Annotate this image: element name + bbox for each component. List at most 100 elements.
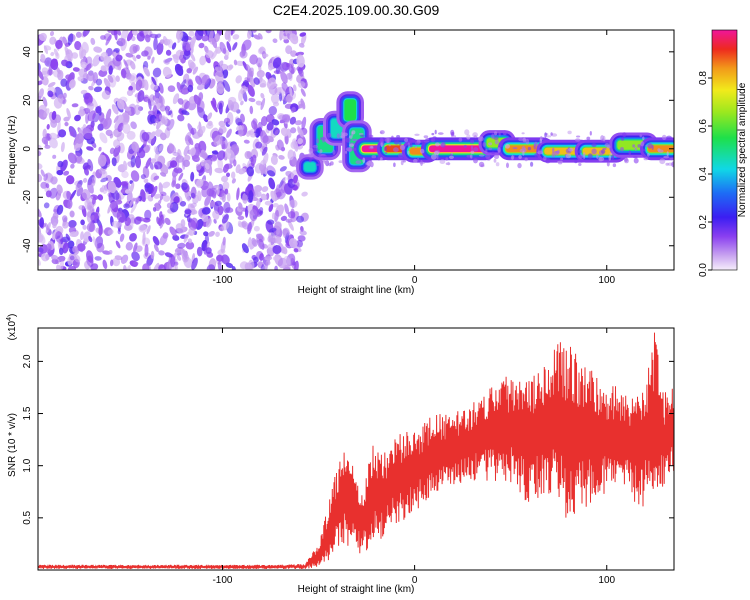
signal-speckle — [497, 147, 501, 153]
noise-blob — [121, 170, 129, 179]
noise-blob — [218, 120, 226, 128]
signal-speckle — [560, 157, 564, 161]
signal-speckle — [470, 150, 475, 154]
noise-blob — [246, 166, 255, 177]
noise-blob — [126, 30, 134, 42]
signal-speckle — [308, 158, 312, 163]
signal-contour — [304, 162, 316, 172]
noise-blob — [152, 236, 160, 246]
x-tick-label: -100 — [212, 575, 232, 586]
noise-blob — [100, 35, 106, 40]
signal-speckle — [478, 154, 485, 157]
noise-blob — [260, 92, 265, 99]
noise-blob — [253, 77, 260, 85]
signal-speckle — [485, 148, 488, 154]
y-tick-label: 20 — [22, 94, 33, 106]
signal-speckle — [620, 137, 625, 141]
signal-speckle — [493, 136, 499, 140]
noise-blob — [183, 256, 193, 269]
noise-blob — [101, 90, 111, 100]
noise-blob — [46, 124, 50, 130]
noise-blob — [192, 66, 199, 75]
signal-speckle — [534, 153, 539, 158]
noise-blob — [151, 56, 155, 64]
noise-blob — [160, 172, 167, 177]
y-tick-label: -40 — [22, 238, 33, 253]
signal-speckle — [633, 157, 639, 164]
signal-contour — [648, 145, 674, 153]
noise-blob — [133, 197, 141, 202]
signal-speckle — [608, 155, 612, 161]
noise-blob — [113, 139, 121, 148]
signal-speckle — [604, 143, 610, 148]
signal-speckle — [634, 147, 637, 151]
noise-blob — [274, 129, 279, 135]
signal-speckle — [576, 135, 581, 138]
signal-speckle — [458, 137, 463, 142]
signal-speckle — [360, 134, 365, 137]
noise-blob — [196, 124, 201, 130]
noise-blob — [164, 217, 171, 226]
noise-blob — [149, 33, 159, 39]
noise-blob — [170, 255, 176, 268]
noise-blob — [270, 155, 278, 165]
noise-blob — [125, 189, 130, 194]
noise-blob — [287, 220, 294, 231]
noise-blob — [256, 239, 262, 249]
signal-speckle — [445, 157, 449, 161]
noise-blob — [158, 250, 165, 256]
noise-blob — [221, 214, 229, 224]
signal-segment-0 — [296, 154, 324, 180]
noise-blob — [299, 32, 307, 37]
signal-speckle — [633, 156, 638, 159]
noise-blob — [97, 154, 107, 167]
noise-blob — [113, 145, 121, 157]
snr-panel: -100 0 100 0.5 1.0 1.5 2.0 Height of straight… — [6, 314, 675, 595]
noise-blob — [129, 182, 135, 194]
noise-blob — [214, 70, 224, 84]
noise-blob — [68, 79, 76, 89]
noise-blob — [255, 197, 261, 210]
signal-speckle — [506, 162, 509, 169]
signal-speckle — [315, 163, 320, 166]
signal-speckle — [407, 150, 410, 155]
noise-blob — [52, 154, 57, 159]
noise-blob — [120, 30, 129, 40]
noise-blob — [279, 166, 287, 172]
noise-blob — [274, 210, 279, 222]
noise-blob — [154, 118, 159, 124]
noise-blob — [122, 123, 131, 134]
noise-blob — [230, 171, 236, 179]
signal-speckle — [362, 157, 366, 164]
noise-blob — [235, 75, 242, 84]
signal-speckle — [347, 147, 353, 152]
noise-blob — [231, 178, 236, 184]
noise-blob — [47, 90, 54, 98]
noise-blob — [145, 191, 149, 200]
signal-speckle — [589, 131, 592, 136]
noise-blob — [139, 129, 147, 143]
noise-blob — [278, 155, 285, 160]
noise-blob — [301, 116, 307, 130]
noise-blob — [217, 205, 224, 216]
signal-speckle — [533, 141, 538, 147]
noise-blob — [165, 49, 172, 56]
noise-blob — [92, 54, 101, 67]
snr-y-multiplier: (x104) — [6, 314, 18, 341]
noise-blob — [175, 223, 185, 234]
noise-blob — [231, 266, 237, 270]
noise-blob — [50, 58, 58, 69]
signal-speckle — [612, 163, 617, 168]
signal-speckle — [609, 152, 613, 156]
x-tick-label: 100 — [598, 575, 615, 586]
noise-blob — [190, 192, 196, 199]
noise-blob — [297, 127, 304, 138]
noise-blob — [290, 106, 296, 114]
noise-blob — [120, 68, 127, 79]
noise-blob — [92, 236, 98, 249]
noise-blob — [90, 263, 99, 270]
signal-speckle — [447, 161, 450, 166]
noise-blob — [143, 79, 149, 91]
noise-blob — [153, 161, 163, 170]
